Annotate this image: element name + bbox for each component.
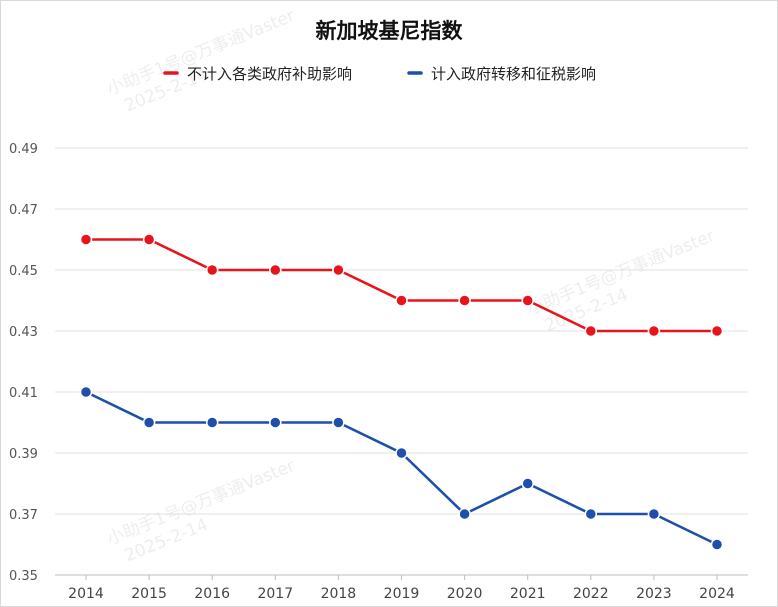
y-tick-label: 0.35 [9, 569, 38, 584]
x-tick-label: 2015 [131, 586, 167, 602]
data-point[interactable] [269, 416, 282, 429]
y-tick-label: 0.45 [9, 264, 38, 279]
data-point[interactable] [142, 233, 156, 246]
x-tick-label: 2016 [194, 586, 230, 602]
data-point[interactable] [395, 294, 408, 307]
data-point[interactable] [79, 385, 93, 399]
series-layer [79, 233, 724, 551]
y-tick-label: 0.41 [9, 386, 38, 401]
x-tick-label: 2022 [573, 586, 609, 602]
legend: 不计入各类政府补助影响 计入政府转移和征税影响 [163, 65, 596, 83]
data-point[interactable] [269, 263, 282, 277]
data-point[interactable] [332, 263, 345, 277]
data-point[interactable] [647, 507, 661, 521]
y-tick-label: 0.37 [9, 508, 38, 523]
data-point[interactable] [332, 416, 345, 429]
data-point[interactable] [458, 507, 471, 521]
legend-item[interactable]: 计入政府转移和征税影响 [407, 65, 596, 83]
data-point[interactable] [521, 294, 534, 307]
y-tick-label: 0.49 [9, 142, 38, 157]
x-tick-label: 2018 [321, 586, 357, 602]
x-tick-label: 2020 [447, 586, 483, 602]
x-tick-label: 2024 [699, 586, 735, 602]
data-point[interactable] [521, 477, 534, 490]
data-point[interactable] [710, 538, 724, 551]
data-point[interactable] [395, 446, 408, 460]
data-point[interactable] [584, 507, 598, 521]
data-point[interactable] [205, 416, 219, 429]
series-1 [79, 233, 724, 338]
data-point[interactable] [205, 263, 219, 277]
x-tick-label: 2019 [384, 586, 420, 602]
x-tick-label: 2017 [257, 586, 293, 602]
data-point[interactable] [79, 233, 93, 246]
legend-label: 计入政府转移和征税影响 [431, 65, 596, 83]
y-axis: 0.35 0.37 0.39 0.41 0.43 0.45 0.47 0.49 [9, 142, 38, 584]
legend-label: 不计入各类政府补助影响 [187, 65, 352, 83]
x-tick-label: 2021 [510, 586, 546, 602]
series-2 [79, 385, 724, 551]
chart-title: 新加坡基尼指数 [316, 19, 464, 43]
x-axis: 2014 2015 2016 2017 2018 2019 2020 2021 2022 2023… [68, 575, 735, 602]
data-point[interactable] [458, 294, 471, 307]
y-tick-label: 0.39 [9, 447, 38, 462]
x-tick-label: 2014 [68, 586, 104, 602]
data-point[interactable] [584, 324, 598, 338]
y-tick-label: 0.43 [9, 325, 38, 340]
data-point[interactable] [142, 416, 156, 429]
data-point[interactable] [710, 324, 724, 338]
x-tick-label: 2023 [636, 586, 672, 602]
data-point[interactable] [647, 324, 661, 338]
legend-item[interactable]: 不计入各类政府补助影响 [163, 65, 352, 83]
y-tick-label: 0.47 [9, 203, 38, 218]
